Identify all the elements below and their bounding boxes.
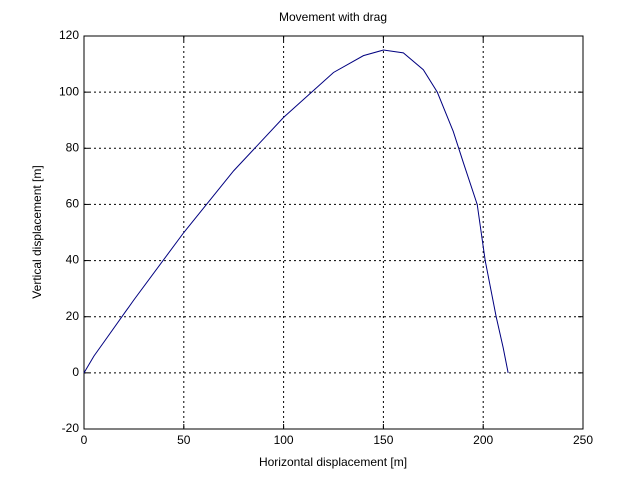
y-tick-label: 80 xyxy=(66,140,80,154)
y-tick-label: 100 xyxy=(59,84,79,98)
x-axis-label: Horizontal displacement [m] xyxy=(259,455,407,469)
plot-area xyxy=(84,36,583,429)
data-line xyxy=(83,49,509,374)
x-tick-label: 100 xyxy=(274,433,294,447)
y-tick-label: 120 xyxy=(59,28,79,42)
axes-frame xyxy=(83,35,584,430)
x-tick-label: 0 xyxy=(81,433,88,447)
x-tick-label: 250 xyxy=(573,433,593,447)
x-tick-label: 150 xyxy=(373,433,393,447)
y-tick-label: 60 xyxy=(66,197,80,211)
y-tick-label: 40 xyxy=(66,253,80,267)
y-axis-label: Vertical displacement [m] xyxy=(30,165,44,298)
chart-title: Movement with drag xyxy=(279,10,387,24)
x-tick-label: 50 xyxy=(177,433,191,447)
y-tick-label: 20 xyxy=(66,309,80,323)
y-tick-label: 0 xyxy=(72,365,79,379)
x-tick-label: 200 xyxy=(473,433,493,447)
y-tick-label: -20 xyxy=(62,421,80,435)
